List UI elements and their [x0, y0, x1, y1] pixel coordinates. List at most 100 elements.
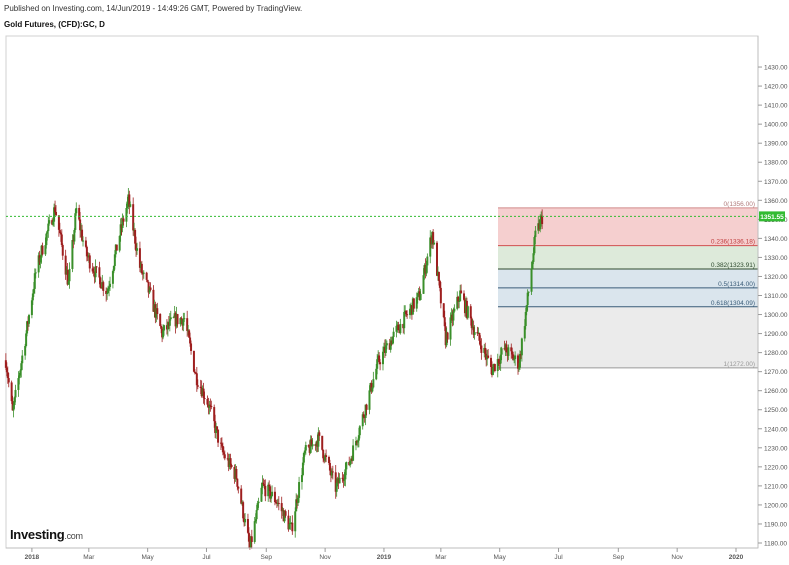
candle-body	[344, 469, 347, 480]
candle-body	[310, 439, 313, 447]
candle-body	[322, 449, 325, 459]
candle-body	[229, 458, 232, 465]
candle-body	[44, 245, 47, 255]
candle-body	[142, 272, 145, 274]
x-tick-label: Nov	[319, 554, 331, 561]
candle-body	[416, 293, 419, 298]
candle-body	[182, 319, 185, 326]
candle-body	[379, 362, 382, 365]
candle-body	[145, 272, 148, 280]
candle-body	[298, 482, 301, 498]
y-tick-label: 1390.00	[764, 141, 788, 148]
candle-body	[415, 297, 418, 309]
candle-body	[146, 279, 149, 282]
candle-body	[277, 502, 280, 504]
candle-body	[34, 272, 37, 274]
candle-body	[186, 318, 189, 331]
fib-zone	[498, 306, 758, 368]
candle-body	[364, 404, 367, 418]
candle-body	[325, 455, 328, 457]
candle-body	[478, 332, 481, 341]
candle-body	[456, 296, 459, 309]
candle-body	[54, 207, 57, 212]
candle-body	[408, 308, 411, 315]
candle-body	[287, 515, 290, 530]
candle-body	[301, 462, 304, 476]
candle-body	[115, 244, 118, 251]
candle-body	[458, 300, 461, 302]
candle-body	[442, 303, 445, 318]
candle-body	[307, 445, 310, 447]
candle-body	[128, 194, 131, 207]
candle-body	[109, 283, 112, 288]
chart-title: Gold Futures, (CFD):GC, D	[4, 20, 105, 29]
y-tick-label: 1310.00	[764, 293, 788, 300]
x-tick-label: May	[142, 554, 155, 561]
candle-body	[406, 314, 409, 316]
candle-body	[176, 314, 179, 325]
candle-body	[5, 367, 8, 373]
y-tick-label: 1220.00	[764, 464, 788, 471]
candle-body	[524, 311, 527, 327]
candle-body	[39, 257, 42, 263]
candle-body	[99, 277, 102, 288]
candle-body	[26, 321, 29, 334]
candle-body	[469, 306, 472, 319]
candle-body	[156, 308, 159, 314]
candle-body	[12, 405, 15, 411]
candle-body	[349, 461, 352, 466]
candle-body	[470, 318, 473, 329]
candle-body	[317, 432, 320, 447]
fib-level-label: 0.5(1314.00)	[718, 281, 755, 288]
candle-body	[527, 291, 530, 293]
candle-body	[78, 207, 81, 220]
candle-body	[328, 463, 331, 471]
candle-body	[168, 319, 171, 326]
candle-body	[439, 287, 442, 304]
candle-body	[60, 234, 63, 246]
candle-body	[479, 340, 482, 346]
candle-body	[254, 519, 257, 522]
candle-body	[399, 324, 402, 334]
candle-body	[31, 293, 34, 301]
fib-level-label: 1(1272.00)	[724, 361, 755, 368]
candle-body	[32, 288, 35, 294]
candle-body	[169, 317, 172, 320]
candle-body	[118, 235, 121, 251]
y-tick-label: 1340.00	[764, 236, 788, 243]
candle-body	[480, 345, 483, 353]
candle-body	[520, 338, 523, 356]
candle-body	[334, 472, 337, 492]
candle-body	[533, 237, 536, 254]
fibonacci-retracement[interactable]: 0(1356.00) 0.236(1336.18) 0.382(1323.91) 0.…	[498, 201, 758, 369]
candle-body	[108, 287, 111, 289]
fib-level-label: 0.382(1323.91)	[711, 262, 755, 269]
candle-body	[263, 484, 266, 486]
candle-body	[295, 499, 298, 512]
candle-body	[255, 510, 258, 520]
candle-body	[4, 360, 7, 368]
published-notice: Published on Investing.com, 14/Jun/2019 …	[4, 4, 303, 13]
candle-body	[190, 343, 193, 351]
candle-body	[371, 387, 374, 392]
candle-body	[472, 326, 475, 335]
candle-body	[331, 471, 334, 473]
x-tick-label: Sep	[613, 554, 625, 561]
y-tick-label: 1190.00	[764, 521, 787, 528]
candle-body	[88, 255, 91, 269]
candle-body	[372, 379, 375, 388]
candle-body	[487, 355, 490, 358]
candle-body	[368, 390, 371, 410]
candle-body	[505, 344, 508, 353]
candle-body	[257, 501, 260, 504]
candle-body	[264, 485, 267, 497]
candle-body	[192, 350, 195, 372]
x-tick-label: May	[494, 554, 507, 561]
x-tick-label: 2018	[25, 554, 40, 561]
candle-body	[268, 484, 271, 487]
candle-body	[138, 248, 141, 268]
y-tick-label: 1360.00	[764, 198, 788, 205]
candle-body	[148, 287, 151, 293]
candle-body	[274, 502, 277, 504]
